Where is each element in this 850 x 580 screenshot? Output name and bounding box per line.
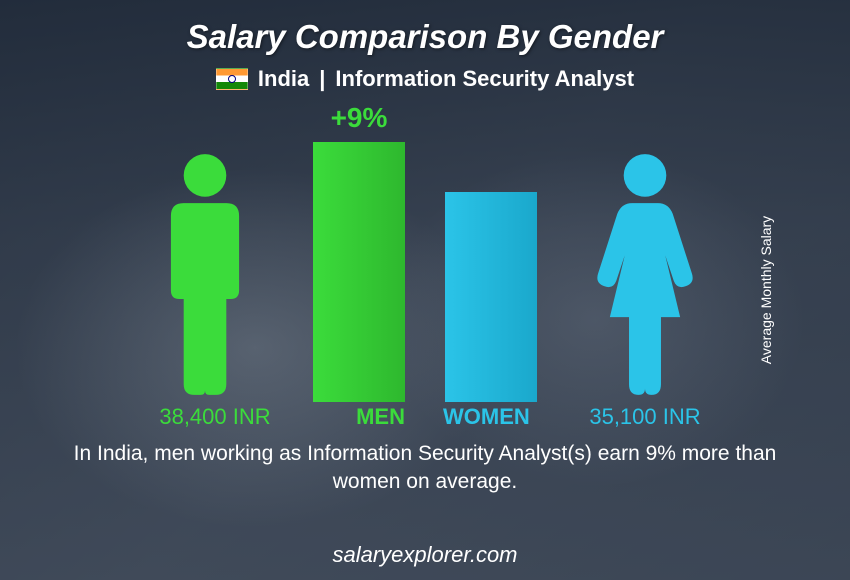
chart-area: +9% 38,400 INR MEN WOMEN 35,100 INR <box>105 112 745 432</box>
infographic-container: Salary Comparison By Gender India | Info… <box>0 0 850 580</box>
female-salary-bar <box>445 192 537 402</box>
male-bar-fill <box>313 142 405 402</box>
male-figure-icon <box>150 152 260 402</box>
female-bar-fill <box>445 192 537 402</box>
y-axis-label: Average Monthly Salary <box>758 216 774 364</box>
percent-difference-label: +9% <box>309 102 409 134</box>
female-salary-value: 35,100 INR <box>565 404 725 430</box>
female-figure-icon <box>590 152 700 402</box>
page-title: Salary Comparison By Gender <box>0 0 850 56</box>
male-salary-value: 38,400 INR <box>135 404 295 430</box>
subtitle-job: Information Security Analyst <box>335 66 634 92</box>
female-gender-label: WOMEN <box>443 404 543 430</box>
male-gender-label: MEN <box>321 404 405 430</box>
subtitle-country: India <box>258 66 309 92</box>
subtitle-separator: | <box>319 66 325 92</box>
subtitle-row: India | Information Security Analyst <box>0 66 850 92</box>
male-salary-bar <box>313 142 405 402</box>
caption-text: In India, men working as Information Sec… <box>0 440 850 497</box>
india-flag-icon <box>216 68 248 90</box>
source-attribution: salaryexplorer.com <box>0 542 850 568</box>
